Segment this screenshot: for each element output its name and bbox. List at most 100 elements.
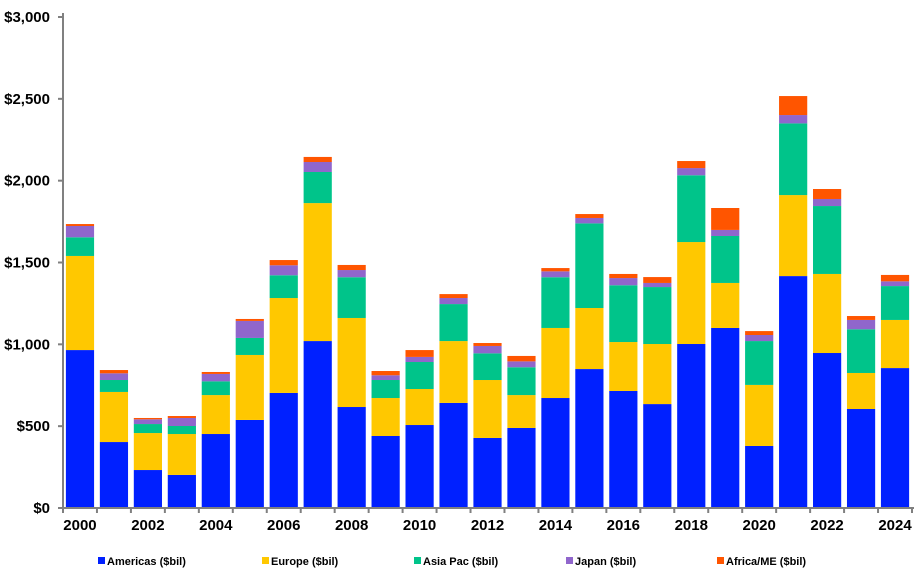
bar-segment xyxy=(643,404,672,508)
bar-segment xyxy=(677,344,706,508)
bar-segment xyxy=(269,260,298,266)
bar-segment xyxy=(745,341,774,385)
bar-segment xyxy=(575,369,604,508)
bar-segment xyxy=(405,350,434,357)
bar-segment xyxy=(405,389,434,426)
x-tick-label: 2008 xyxy=(335,517,368,534)
bar-segment xyxy=(337,277,366,318)
bar-segment xyxy=(99,373,129,381)
bar-segment xyxy=(745,445,774,508)
bar-segment xyxy=(337,317,366,408)
bar-segment xyxy=(779,123,808,196)
bar-segment xyxy=(303,341,332,508)
bar-segment xyxy=(779,115,808,124)
bar-segment xyxy=(337,270,366,278)
bar-segment xyxy=(507,367,536,396)
bar-segment xyxy=(133,433,162,471)
bar-segment xyxy=(65,224,95,226)
bar-segment xyxy=(133,417,162,420)
y-tick-label: $2,500 xyxy=(4,91,50,108)
bar-segment xyxy=(269,298,298,393)
bar-segment xyxy=(575,214,604,218)
bar-segment xyxy=(133,419,162,425)
bar-segment xyxy=(507,355,536,362)
bar-segment xyxy=(439,294,468,299)
legend-label: Japan ($bil) xyxy=(575,556,636,568)
bar-segment xyxy=(473,380,502,438)
legend-label: Americas ($bil) xyxy=(107,556,186,568)
bar-segment xyxy=(880,319,910,369)
bars-layer xyxy=(65,96,910,508)
bar-segment xyxy=(677,175,706,243)
bar-segment xyxy=(167,426,196,435)
bar-segment xyxy=(133,424,162,434)
x-tick-label: 2018 xyxy=(675,517,708,534)
bar-segment xyxy=(846,408,876,508)
bar-segment xyxy=(813,199,842,207)
bar-segment xyxy=(371,435,400,508)
bar-segment xyxy=(235,337,264,355)
bar-segment xyxy=(201,373,230,382)
bar-segment xyxy=(643,282,672,288)
bar-segment xyxy=(99,391,129,443)
bar-segment xyxy=(779,276,808,508)
y-tick-label: $1,000 xyxy=(4,336,50,353)
bar-segment xyxy=(677,168,706,176)
bar-segment xyxy=(677,161,706,169)
bar-segment xyxy=(880,368,910,508)
bar-segment xyxy=(405,425,434,508)
x-tick-label: 2020 xyxy=(742,517,775,534)
bar-segment xyxy=(167,417,196,426)
bar-segment xyxy=(711,235,740,283)
legend-swatch xyxy=(414,557,421,564)
bar-segment xyxy=(269,275,298,299)
legend-swatch xyxy=(98,557,105,564)
bar-segment xyxy=(201,381,230,396)
bar-segment xyxy=(609,390,638,508)
legend-swatch xyxy=(717,557,724,564)
bar-segment xyxy=(609,273,638,279)
bar-segment xyxy=(813,273,842,354)
y-tick-label: $500 xyxy=(17,418,50,435)
bar-segment xyxy=(167,434,196,475)
bar-segment xyxy=(371,380,400,399)
x-tick-label: 2002 xyxy=(131,517,164,534)
bar-segment xyxy=(609,342,638,391)
bar-segment xyxy=(643,344,672,405)
bar-segment xyxy=(201,434,230,508)
bar-segment xyxy=(643,277,672,283)
bar-segment xyxy=(167,474,196,508)
bar-segment xyxy=(371,398,400,436)
bar-segment xyxy=(133,470,162,508)
bar-segment xyxy=(541,271,570,278)
bar-segment xyxy=(846,372,876,409)
bar-segment xyxy=(575,223,604,308)
legend-label: Europe ($bil) xyxy=(271,556,339,568)
bar-segment xyxy=(507,395,536,428)
bar-segment xyxy=(813,206,842,274)
bar-segment xyxy=(99,442,129,508)
y-tick-label: $1,500 xyxy=(4,255,50,272)
bar-segment xyxy=(677,242,706,344)
bar-segment xyxy=(337,407,366,508)
bar-segment xyxy=(575,308,604,370)
bar-segment xyxy=(337,264,366,271)
bar-segment xyxy=(303,162,332,172)
bar-segment xyxy=(711,208,740,230)
legend-swatch xyxy=(566,557,573,564)
axes-layer: $0 $500 $1,000 $1,500 $2,000 $2,500 $3,000 2000… xyxy=(4,9,914,534)
bar-segment xyxy=(439,402,468,508)
bar-segment xyxy=(643,287,672,345)
bar-segment xyxy=(745,331,774,336)
bar-segment xyxy=(880,286,910,320)
x-tick-label: 2016 xyxy=(607,517,640,534)
bar-segment xyxy=(371,375,400,381)
bar-segment xyxy=(99,370,129,374)
x-tick-label: 2012 xyxy=(471,517,504,534)
y-tick-label: $3,000 xyxy=(4,9,50,26)
bar-segment xyxy=(405,362,434,390)
y-tick-label: $0 xyxy=(33,500,50,517)
bar-segment xyxy=(779,96,808,116)
bar-segment xyxy=(711,229,740,236)
bar-segment xyxy=(473,343,502,346)
